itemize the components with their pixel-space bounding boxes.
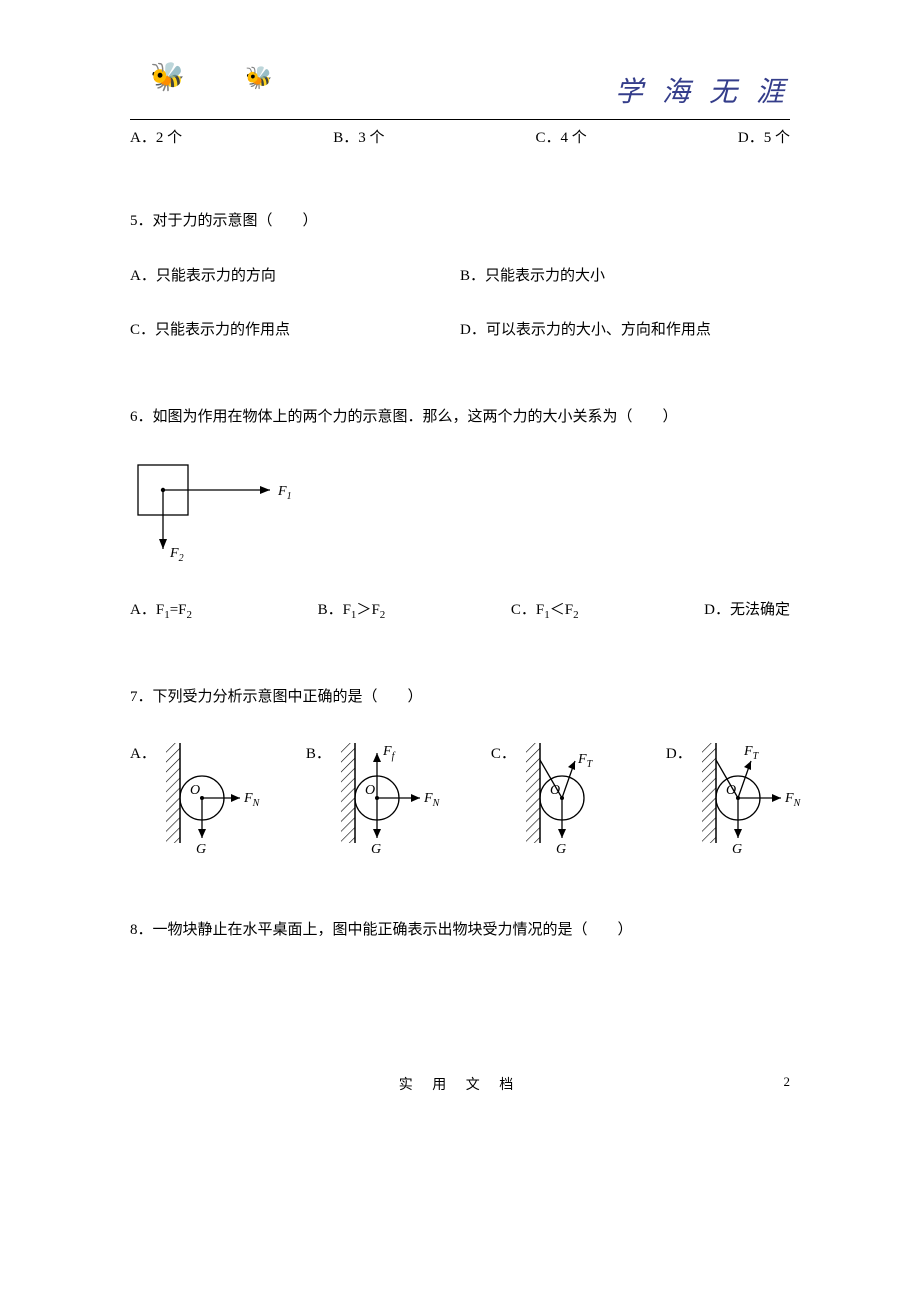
svg-text:FN: FN	[784, 791, 802, 809]
footer-text: 实 用 文 档	[399, 1078, 522, 1093]
svg-text:O: O	[365, 783, 375, 798]
q4-options: A．2 个 B．3 个 C．4 个 D．5 个	[130, 126, 790, 147]
svg-text:F1: F1	[277, 484, 292, 502]
q6-f2-sub: 2	[179, 553, 184, 564]
q4-opt-c: C．4 个	[536, 126, 587, 147]
svg-text:G: G	[556, 842, 566, 857]
q6-text: 6．如图为作用在物体上的两个力的示意图．那么，这两个力的大小关系为（ ）	[130, 403, 790, 432]
q4-opt-a: A．2 个	[130, 126, 182, 147]
q5-text: 5．对于力的示意图（ ）	[130, 207, 790, 236]
svg-text:FT: FT	[577, 752, 594, 770]
q6-f2: F	[169, 546, 179, 561]
svg-text:FN: FN	[423, 791, 441, 809]
q6-options: A．F1=F2 B．F1＞F2 C．F1＜F2 D．无法确定	[130, 596, 790, 626]
svg-text:G: G	[196, 842, 206, 857]
q7-diagram-a: O FN G	[160, 738, 270, 858]
q4-opt-b: B．3 个	[333, 126, 384, 147]
q6-diagram: F1 F2	[130, 457, 790, 578]
svg-text:G: G	[732, 842, 742, 857]
q8-text: 8．一物块静止在水平桌面上，图中能正确表示出物块受力情况的是（ ）	[130, 916, 790, 945]
q7-opt-a: A． O FN	[130, 738, 270, 858]
q7-diagram-c: O FT G	[520, 738, 630, 858]
svg-text:Ff: Ff	[382, 744, 396, 762]
q7-diagram-b: O Ff FN G	[335, 738, 455, 858]
page-number: 2	[784, 1074, 791, 1090]
bee-icon: 🐝	[150, 60, 185, 94]
q6-opt-a: A．F1=F2	[130, 596, 192, 626]
header-motto: 学 海 无 涯	[615, 70, 790, 110]
q4-opt-d: D．5 个	[738, 126, 790, 147]
page-footer: 实 用 文 档 2	[130, 1074, 790, 1094]
svg-text:F2: F2	[169, 546, 184, 564]
svg-text:FN: FN	[243, 791, 261, 809]
q5-opt-d: D．可以表示力的大小、方向和作用点	[460, 316, 790, 345]
q6-opt-b: B．F1＞F2	[318, 596, 386, 626]
svg-text:FT: FT	[743, 744, 760, 762]
q6-opt-d: D．无法确定	[704, 596, 790, 626]
q6-f1-sub: 1	[287, 491, 292, 502]
q5-opt-a: A．只能表示力的方向	[130, 262, 460, 291]
bee-icon-small: 🐝	[245, 65, 272, 91]
svg-text:O: O	[190, 783, 200, 798]
q7-options: A． O FN	[130, 738, 790, 858]
q7-opt-c: C． O FT G	[491, 738, 630, 858]
q5-options: A．只能表示力的方向 B．只能表示力的大小 C．只能表示力的作用点 D．可以表示…	[130, 262, 790, 345]
q5-opt-c: C．只能表示力的作用点	[130, 316, 460, 345]
q6-f1: F	[277, 484, 287, 499]
q7-opt-d: D． O FT FN	[666, 738, 816, 858]
svg-text:G: G	[371, 842, 381, 857]
q7-diagram-d: O FT FN G	[696, 738, 816, 858]
page-header: 🐝 🐝 学 海 无 涯	[130, 60, 790, 120]
q5-opt-b: B．只能表示力的大小	[460, 262, 790, 291]
q6-opt-c: C．F1＜F2	[511, 596, 579, 626]
q7-opt-b: B． O Ff FN	[306, 738, 455, 858]
q7-text: 7．下列受力分析示意图中正确的是（ ）	[130, 683, 790, 712]
